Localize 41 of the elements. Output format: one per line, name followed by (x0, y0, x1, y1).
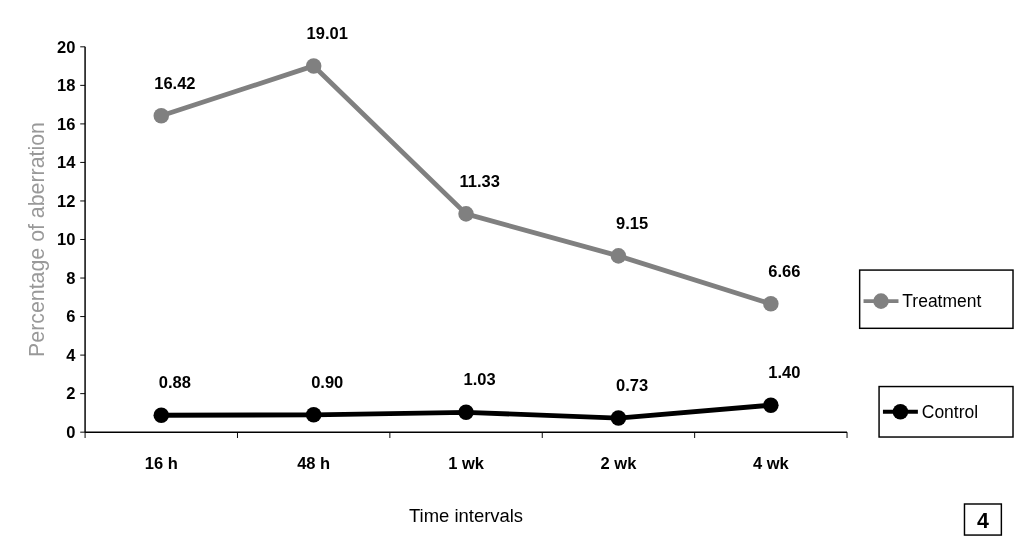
x-tick-label: 48 h (297, 454, 331, 473)
legend-label: Control (921, 401, 979, 422)
y-tick-label: 6 (66, 307, 76, 326)
point (305, 58, 322, 74)
y-tick-label: 10 (57, 230, 76, 249)
data-label: 1.40 (768, 363, 801, 382)
point (763, 296, 779, 312)
y-tick-label: 0 (66, 422, 76, 441)
y-tick-label: 2 (66, 384, 76, 403)
point (610, 410, 627, 426)
data-label: 9.15 (615, 213, 649, 232)
data-label: 0.73 (615, 375, 649, 394)
y-axis-title: Percentage of aberration (25, 122, 50, 357)
data-label: 6.66 (768, 261, 801, 280)
x-axis-title: Time intervals (409, 505, 524, 527)
point (458, 404, 474, 421)
text: 4 (976, 509, 989, 534)
data-label: 0.88 (158, 373, 191, 392)
y-tick-label: 20 (57, 37, 76, 56)
data-label: 16.42 (154, 73, 196, 92)
point (610, 248, 627, 264)
data-label: 1.03 (463, 370, 496, 389)
data-label: 11.33 (459, 171, 500, 190)
point (458, 206, 474, 222)
point (153, 108, 170, 124)
x-tick-label: 4 wk (752, 454, 790, 473)
y-tick-label: 14 (57, 153, 77, 172)
legend-label: Treatment (902, 291, 982, 312)
data-label: 19.01 (306, 23, 348, 42)
y-tick-label: 18 (57, 76, 76, 95)
x-tick-label: 1 wk (448, 454, 485, 473)
y-tick-label: 12 (57, 191, 76, 210)
x-tick-label: 16 h (144, 454, 178, 473)
y-tick-label: 16 (57, 114, 76, 133)
x-tick-label: 2 wk (600, 454, 638, 473)
point (153, 407, 170, 423)
point (763, 397, 779, 413)
y-tick-label: 4 (66, 345, 77, 364)
point (305, 407, 322, 423)
data-label: 0.90 (311, 372, 344, 391)
y-tick-label: 8 (66, 268, 76, 287)
